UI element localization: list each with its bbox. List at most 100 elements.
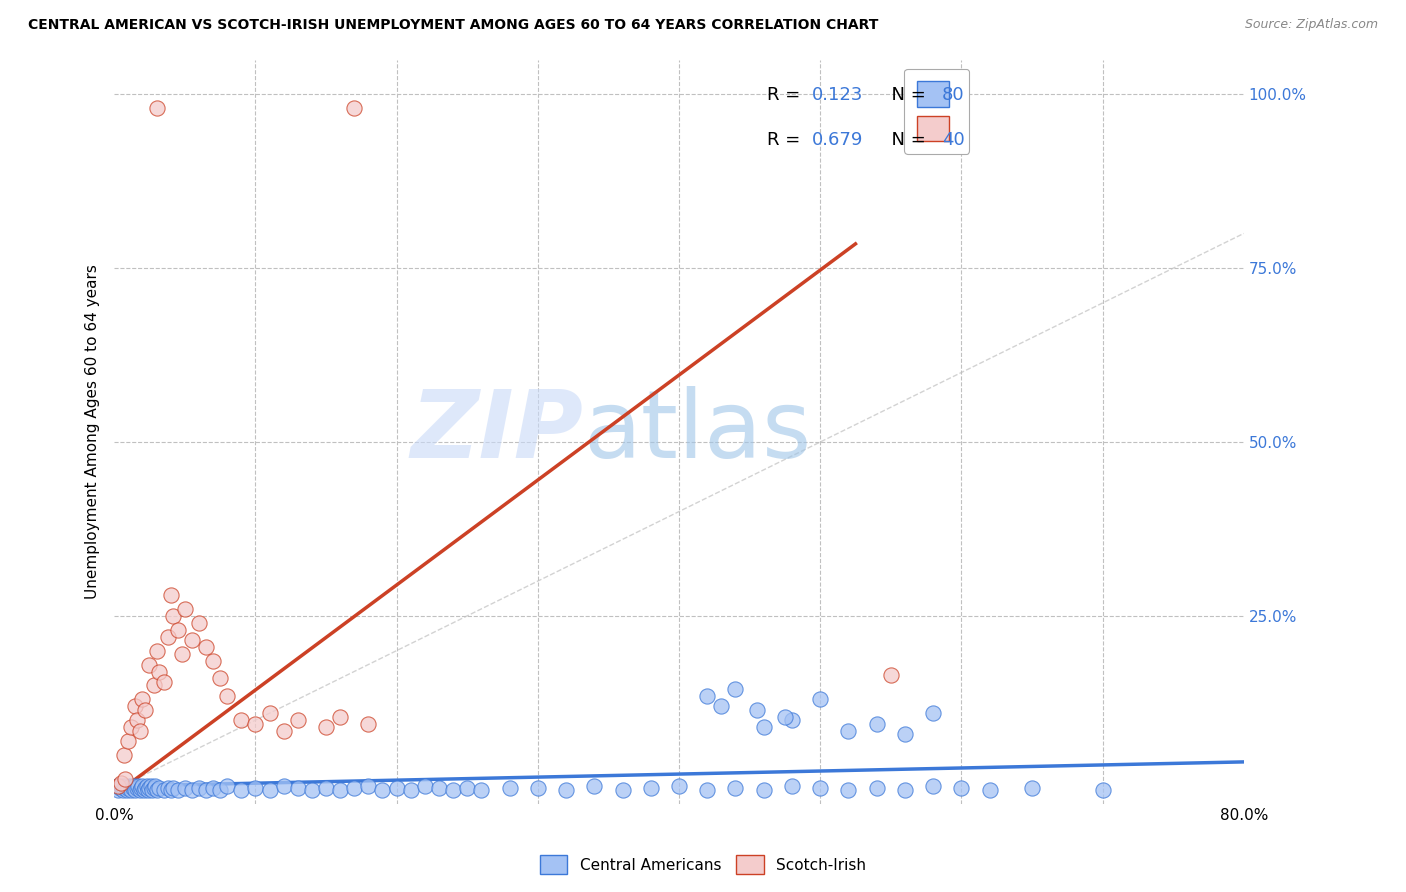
Point — [120, 782, 142, 797]
Point — [132, 782, 155, 797]
Point — [752, 782, 775, 797]
Point — [470, 782, 492, 797]
Point — [173, 780, 195, 795]
Point — [115, 782, 138, 797]
Point — [152, 782, 174, 797]
Point — [125, 713, 148, 727]
Point — [456, 780, 478, 795]
Point — [107, 782, 129, 797]
Point — [187, 615, 209, 630]
Point — [301, 782, 323, 797]
Text: 80: 80 — [942, 87, 965, 104]
Point — [1021, 780, 1043, 795]
Point — [866, 780, 889, 795]
Point — [129, 781, 152, 796]
Point — [357, 779, 380, 793]
Point — [696, 689, 718, 703]
Point — [136, 782, 159, 797]
Point — [1091, 782, 1114, 797]
Point — [710, 699, 733, 714]
Point — [894, 782, 917, 797]
Point — [724, 681, 747, 696]
Text: 0.679: 0.679 — [813, 131, 863, 149]
Point — [125, 780, 148, 795]
Text: 40: 40 — [942, 131, 965, 149]
Point — [441, 782, 464, 797]
Text: atlas: atlas — [583, 385, 811, 477]
Point — [217, 689, 239, 703]
Point — [231, 782, 253, 797]
Text: N =: N = — [880, 131, 932, 149]
Point — [526, 780, 548, 795]
Point — [245, 780, 267, 795]
Point — [555, 782, 578, 797]
Point — [131, 779, 153, 793]
Point — [141, 782, 163, 797]
Point — [773, 709, 796, 723]
Point — [117, 734, 139, 748]
Point — [231, 713, 253, 727]
Point — [134, 703, 156, 717]
Point — [194, 640, 217, 655]
Point — [142, 678, 165, 692]
Point — [979, 782, 1001, 797]
Point — [315, 720, 337, 734]
Point — [427, 781, 450, 796]
Point — [156, 780, 179, 795]
Point — [118, 779, 141, 793]
Point — [143, 779, 166, 793]
Point — [156, 630, 179, 644]
Point — [371, 782, 394, 797]
Point — [152, 674, 174, 689]
Point — [166, 782, 188, 797]
Point — [187, 781, 209, 796]
Point — [124, 699, 146, 714]
Point — [880, 668, 903, 682]
Point — [399, 782, 422, 797]
Point — [202, 654, 225, 668]
Point — [217, 779, 239, 793]
Point — [583, 779, 606, 793]
Text: N =: N = — [880, 87, 932, 104]
Point — [131, 692, 153, 706]
Point — [135, 779, 157, 793]
Point — [273, 779, 295, 793]
Y-axis label: Unemployment Among Ages 60 to 64 years: Unemployment Among Ages 60 to 64 years — [86, 264, 100, 599]
Point — [950, 781, 973, 796]
Point — [202, 780, 225, 795]
Point — [159, 588, 181, 602]
Point — [922, 706, 945, 721]
Point — [259, 706, 281, 721]
Point — [173, 602, 195, 616]
Point — [180, 782, 202, 797]
Point — [894, 727, 917, 741]
Point — [808, 781, 831, 796]
Point — [127, 779, 149, 793]
Point — [145, 643, 167, 657]
Point — [110, 776, 132, 790]
Point — [159, 782, 181, 797]
Point — [145, 101, 167, 115]
Text: Source: ZipAtlas.com: Source: ZipAtlas.com — [1244, 18, 1378, 31]
Point — [124, 782, 146, 797]
Point — [273, 723, 295, 738]
Point — [837, 723, 859, 738]
Text: CENTRAL AMERICAN VS SCOTCH-IRISH UNEMPLOYMENT AMONG AGES 60 TO 64 YEARS CORRELAT: CENTRAL AMERICAN VS SCOTCH-IRISH UNEMPLO… — [28, 18, 879, 32]
Point — [121, 781, 143, 796]
Point — [385, 780, 408, 795]
Point — [108, 780, 131, 795]
Legend: Central Americans, Scotch-Irish: Central Americans, Scotch-Irish — [534, 849, 872, 880]
Point — [162, 608, 184, 623]
Point — [640, 781, 662, 796]
Point — [866, 716, 889, 731]
Point — [122, 779, 145, 793]
Point — [111, 782, 134, 797]
Point — [162, 781, 184, 796]
Point — [112, 781, 135, 796]
Point — [245, 716, 267, 731]
Point — [922, 779, 945, 793]
Point — [209, 672, 232, 686]
Point — [120, 720, 142, 734]
Point — [343, 101, 366, 115]
Point — [114, 779, 136, 793]
